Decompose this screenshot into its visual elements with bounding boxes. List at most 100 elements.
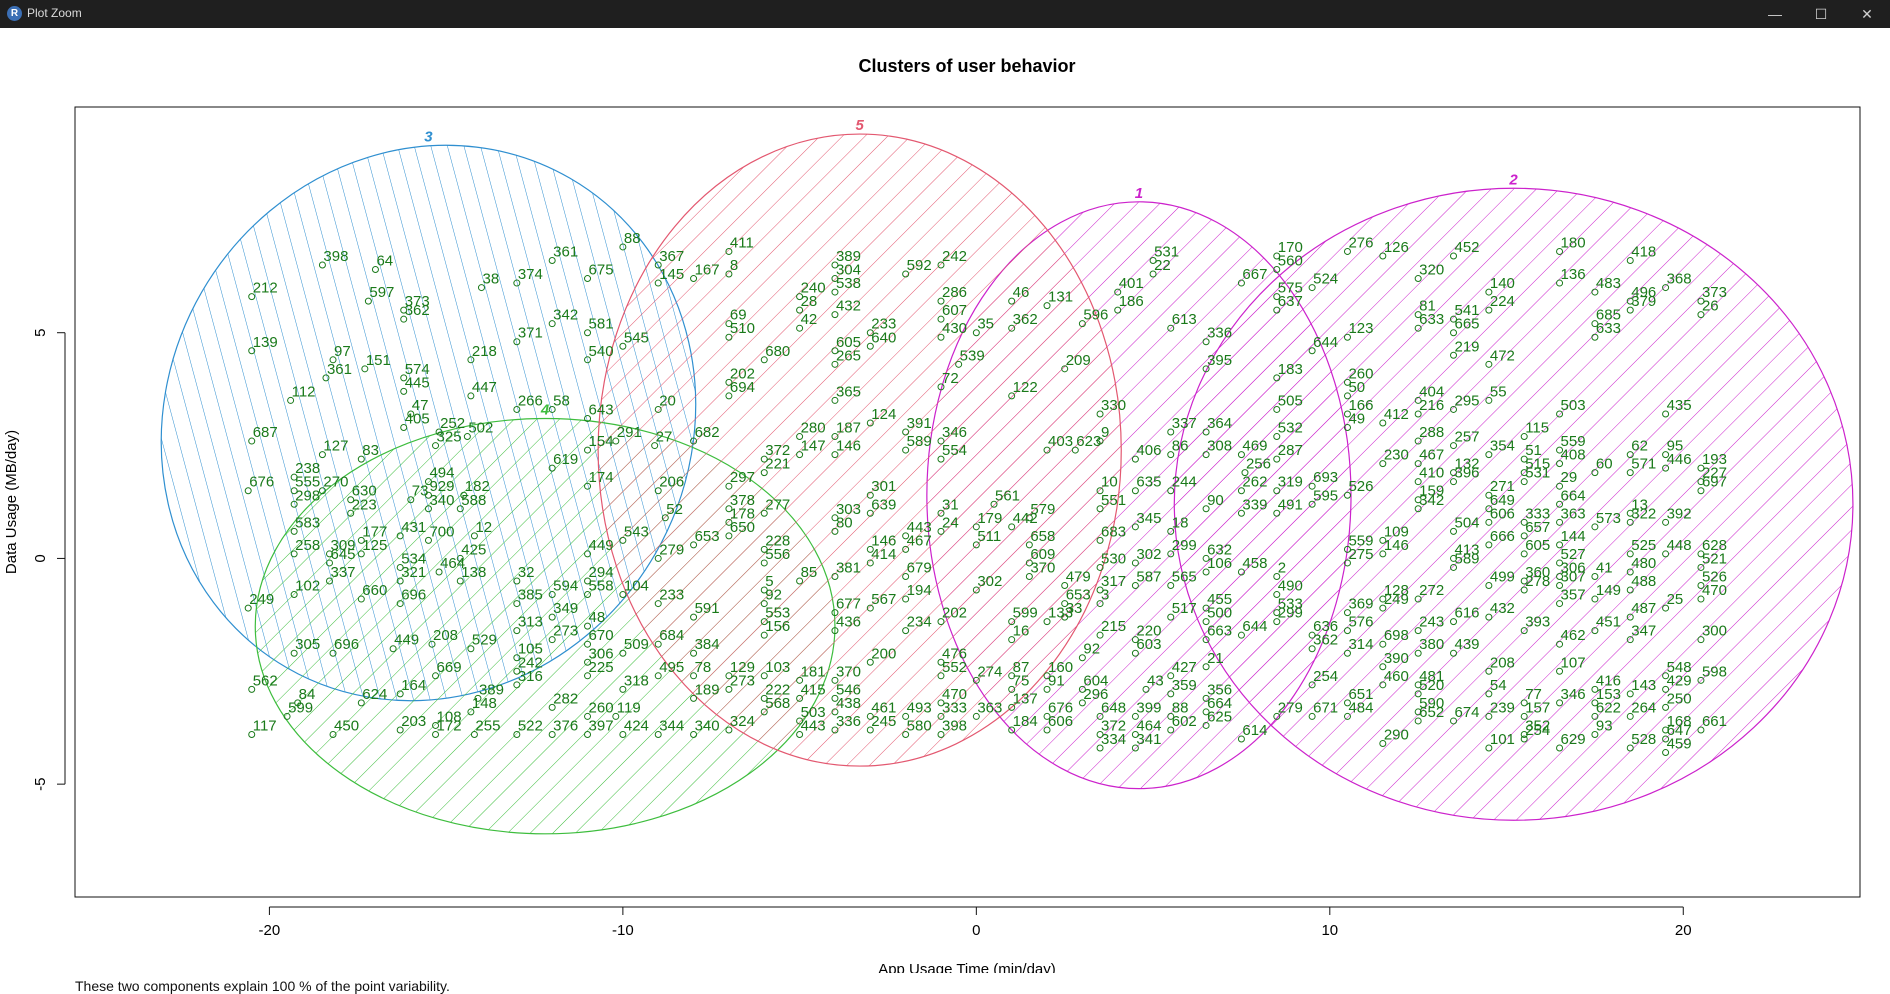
point-label: 553 bbox=[765, 605, 790, 622]
data-point: 86 bbox=[1167, 438, 1188, 459]
data-point: 194 bbox=[902, 582, 932, 603]
point-label: 623 bbox=[1076, 433, 1101, 450]
point-label: 43 bbox=[1147, 672, 1164, 689]
point-marker bbox=[318, 451, 326, 459]
data-point: 470 bbox=[1697, 582, 1727, 603]
cluster-label: 2 bbox=[1508, 171, 1518, 188]
data-point: 370 bbox=[831, 663, 861, 684]
point-label: 69 bbox=[730, 307, 747, 324]
point-marker bbox=[1202, 568, 1210, 576]
point-label: 599 bbox=[1013, 605, 1038, 622]
point-marker bbox=[612, 437, 620, 445]
point-label: 228 bbox=[765, 532, 790, 549]
point-label: 309 bbox=[330, 537, 355, 554]
point-marker bbox=[1096, 600, 1104, 608]
point-marker bbox=[1167, 324, 1175, 332]
point-label: 132 bbox=[1455, 456, 1480, 473]
point-label: 509 bbox=[624, 636, 649, 653]
point-marker bbox=[1273, 252, 1281, 260]
point-label: 404 bbox=[1419, 383, 1444, 400]
point-label: 41 bbox=[1596, 559, 1613, 576]
point-marker bbox=[1167, 613, 1175, 621]
point-label: 470 bbox=[942, 686, 967, 703]
close-button[interactable]: ✕ bbox=[1861, 6, 1873, 22]
point-label: 264 bbox=[1631, 699, 1656, 716]
point-marker bbox=[1591, 685, 1599, 693]
point-label: 255 bbox=[475, 717, 500, 734]
point-marker bbox=[937, 455, 945, 463]
point-label: 363 bbox=[977, 699, 1002, 716]
point-marker bbox=[1591, 469, 1599, 477]
point-label: 452 bbox=[1455, 239, 1480, 256]
point-marker bbox=[866, 726, 874, 734]
point-label: 249 bbox=[249, 591, 274, 608]
point-marker bbox=[831, 261, 839, 269]
data-point: 606 bbox=[1043, 713, 1073, 734]
point-label: 317 bbox=[1101, 573, 1126, 590]
data-point: 505 bbox=[1273, 392, 1303, 413]
point-marker bbox=[902, 730, 910, 738]
cluster-ellipse bbox=[1173, 187, 1854, 821]
point-label: 487 bbox=[1631, 600, 1656, 617]
data-point: 555 bbox=[290, 474, 320, 495]
point-label: 503 bbox=[801, 704, 826, 721]
point-marker bbox=[1414, 478, 1422, 486]
data-point: 696 bbox=[329, 636, 359, 657]
point-label: 256 bbox=[1246, 456, 1271, 473]
data-point: 459 bbox=[1662, 736, 1692, 757]
point-label: 412 bbox=[1384, 406, 1409, 423]
data-point: 376 bbox=[548, 717, 578, 738]
data-point: 347 bbox=[1626, 623, 1656, 644]
data-point: 307 bbox=[1556, 569, 1586, 590]
point-label: 206 bbox=[659, 474, 684, 491]
point-marker bbox=[1450, 649, 1458, 657]
point-marker bbox=[1662, 518, 1670, 526]
point-marker bbox=[1414, 275, 1422, 283]
point-label: 35 bbox=[977, 316, 994, 333]
point-marker bbox=[1520, 712, 1528, 720]
point-label: 663 bbox=[1207, 623, 1232, 640]
point-marker bbox=[1450, 405, 1458, 413]
point-marker bbox=[796, 451, 804, 459]
data-point: 450 bbox=[329, 717, 359, 738]
data-point: 399 bbox=[1131, 699, 1161, 720]
point-marker bbox=[396, 726, 404, 734]
point-label: 406 bbox=[1136, 442, 1161, 459]
point-marker bbox=[1591, 730, 1599, 738]
data-point: 476 bbox=[937, 645, 967, 666]
point-marker bbox=[1556, 582, 1564, 590]
data-point: 446 bbox=[1662, 451, 1692, 472]
point-marker bbox=[725, 392, 733, 400]
point-label: 300 bbox=[1702, 623, 1727, 640]
point-label: 245 bbox=[871, 713, 896, 730]
point-label: 632 bbox=[1207, 541, 1232, 558]
point-marker bbox=[513, 279, 521, 287]
data-point: 602 bbox=[1167, 713, 1197, 734]
point-marker bbox=[654, 672, 662, 680]
point-label: 280 bbox=[801, 420, 826, 437]
data-point: 451 bbox=[1591, 614, 1621, 635]
point-marker bbox=[548, 613, 556, 621]
minimize-button[interactable]: — bbox=[1768, 6, 1782, 22]
point-marker bbox=[1096, 730, 1104, 738]
point-marker bbox=[1697, 550, 1705, 558]
point-label: 339 bbox=[1242, 496, 1267, 513]
point-label: 221 bbox=[765, 456, 790, 473]
point-marker bbox=[357, 455, 365, 463]
plot-frame bbox=[74, 106, 1861, 898]
point-marker bbox=[396, 577, 404, 585]
point-marker bbox=[1379, 640, 1387, 648]
data-point: 291 bbox=[612, 424, 642, 445]
point-marker bbox=[796, 717, 804, 725]
point-label: 47 bbox=[412, 397, 429, 414]
point-marker bbox=[396, 532, 404, 540]
data-point: 344 bbox=[654, 717, 684, 738]
point-label: 28 bbox=[801, 293, 818, 310]
maximize-button[interactable]: ☐ bbox=[1814, 6, 1828, 22]
point-marker bbox=[831, 311, 839, 319]
data-point: 334 bbox=[1096, 731, 1126, 752]
data-point: 272 bbox=[1414, 582, 1444, 603]
point-marker bbox=[1273, 306, 1281, 314]
data-point: 545 bbox=[619, 329, 649, 350]
